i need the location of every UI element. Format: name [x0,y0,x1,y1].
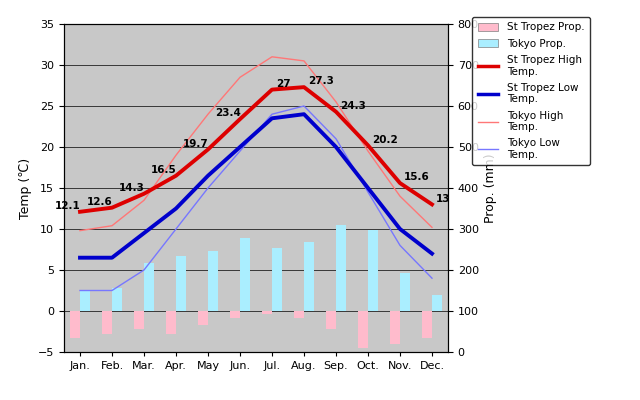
Bar [432,294,442,311]
Text: 23.4: 23.4 [215,108,241,118]
Legend: St Tropez Prop., Tokyo Prop., St Tropez High
Temp., St Tropez Low
Temp., Tokyo H: St Tropez Prop., Tokyo Prop., St Tropez … [472,17,589,165]
Bar [368,230,378,311]
Text: 19.7: 19.7 [183,139,209,149]
Bar [198,311,208,325]
Bar [272,248,282,311]
Bar [144,264,154,311]
Bar [358,311,368,348]
Bar [80,290,90,311]
Bar [70,311,80,338]
Text: 12.1: 12.1 [55,201,81,211]
Text: 20.2: 20.2 [372,134,398,144]
Text: 13: 13 [436,194,451,204]
Bar [400,273,410,311]
Text: 27.3: 27.3 [308,76,334,86]
Text: 16.5: 16.5 [151,165,177,175]
Bar [134,311,144,330]
Bar [166,311,176,334]
Text: 14.3: 14.3 [119,183,145,193]
Bar [208,251,218,311]
Bar [304,242,314,311]
Bar [112,288,122,311]
Bar [336,225,346,311]
Bar [240,238,250,311]
Bar [422,311,432,338]
Bar [326,311,336,330]
Bar [390,311,400,344]
Text: 27: 27 [276,79,291,89]
Bar [176,256,186,311]
Y-axis label: Prop. (mm): Prop. (mm) [484,153,497,223]
Text: 12.6: 12.6 [87,197,113,207]
Bar [230,311,240,318]
Bar [294,311,304,318]
Bar [102,311,112,334]
Text: 15.6: 15.6 [404,172,430,182]
Y-axis label: Temp (℃): Temp (℃) [19,158,33,218]
Bar [262,311,272,314]
Text: 24.3: 24.3 [340,101,366,111]
